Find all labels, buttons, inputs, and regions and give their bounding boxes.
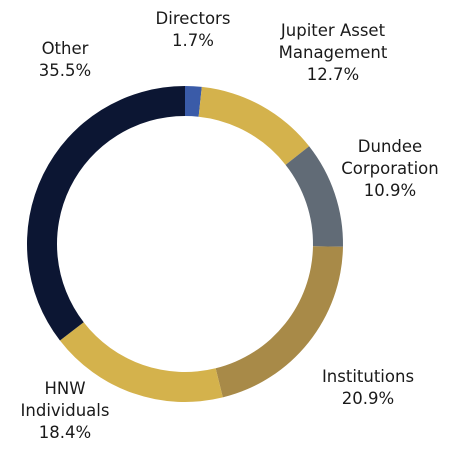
donut-segment — [185, 86, 202, 117]
segment-label: Jupiter Asset Management 12.7% — [258, 20, 408, 86]
donut-segment — [215, 246, 343, 398]
segment-label: Other 35.5% — [5, 38, 125, 82]
donut-segment — [27, 86, 185, 341]
category-name: Institutions — [321, 367, 415, 386]
value-label: 12.7% — [306, 65, 360, 84]
value-label: 18.4% — [38, 423, 92, 442]
segment-label: Directors 1.7% — [123, 8, 263, 52]
value-label: 10.9% — [363, 181, 417, 200]
value-label: 1.7% — [172, 31, 214, 50]
value-label: 35.5% — [38, 61, 92, 80]
value-label: 20.9% — [341, 389, 395, 408]
donut-segment — [198, 86, 310, 165]
category-name: Dundee Corporation — [341, 137, 439, 178]
donut-segment — [59, 322, 223, 402]
donut-segment — [285, 146, 343, 247]
category-name: HNW Individuals — [20, 379, 110, 420]
category-name: Jupiter Asset Management — [278, 21, 388, 62]
segment-label: HNW Individuals 18.4% — [10, 378, 120, 444]
segment-label: Institutions 20.9% — [298, 366, 438, 410]
category-name: Directors — [155, 9, 231, 28]
segment-label: Dundee Corporation 10.9% — [328, 136, 451, 202]
category-name: Other — [41, 39, 89, 58]
